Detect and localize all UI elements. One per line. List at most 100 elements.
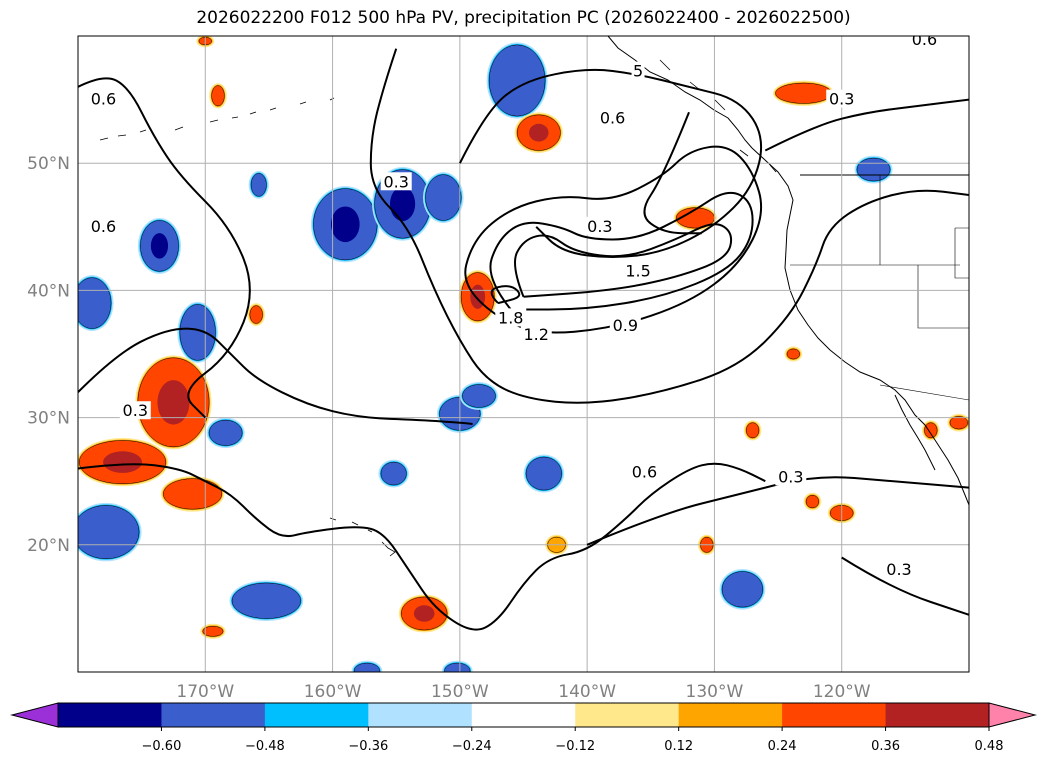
contour-label-bg (628, 462, 660, 481)
colorbar-tick-label: 0.12 (664, 739, 693, 754)
lat-tick-label: 30°N (27, 409, 70, 429)
contour-label-bg (380, 172, 412, 191)
pv-contour-1_5 (514, 223, 733, 298)
contour-label-bg (775, 467, 807, 486)
lon-tick-label: 140°W (558, 682, 616, 702)
contour-label: 1.8 (498, 308, 523, 327)
contour-label: 0.6 (912, 30, 937, 49)
colorbar-frame (57, 702, 990, 728)
contour-label-bg (87, 216, 119, 235)
precip-area (924, 422, 938, 439)
map-plot-area[interactable]: 0.6 0.6 0.3 0.3 0.6 0.3 1.5 0.9 1.81.2 0.3 0.6 0.3 0… (70, 30, 970, 681)
precip-area (250, 173, 267, 197)
colorbar-segment (264, 703, 369, 727)
precip-area (78, 277, 112, 329)
coastline-layer (99, 36, 969, 557)
precip-area (949, 416, 968, 430)
contour-label: 0.3 (886, 560, 911, 579)
precip-area (231, 582, 301, 619)
precip-area (746, 422, 760, 439)
colorbar-tick-label: −0.24 (452, 739, 492, 754)
precip-area (775, 82, 832, 104)
contour-label-bg (622, 261, 654, 280)
precip-area (805, 494, 820, 509)
pv-contour-0_3 (841, 556, 969, 616)
colorbar-segment (368, 703, 473, 727)
precip-area (208, 419, 243, 446)
precip-area (525, 456, 562, 491)
pv-contour-0_3 (369, 48, 969, 404)
precipitation-layer (78, 36, 969, 672)
contour-label-bg (597, 108, 629, 127)
precip-area (249, 305, 263, 324)
contour-label-bg (631, 61, 645, 80)
pv-contour-0_6 (643, 111, 702, 235)
precip-area (380, 461, 407, 486)
precip-core (157, 380, 190, 425)
lon-tick-label: 170°W (176, 682, 234, 702)
lon-tick-label: 120°W (813, 682, 871, 702)
lat-tick-label: 50°N (27, 154, 70, 174)
colorbar-segment (471, 703, 576, 727)
contour-label: 0.3 (778, 467, 803, 486)
colorbar-tick-labels: −0.60 −0.48 −0.36 −0.24 −0.12 0.12 0.24 0.36 0.4… (142, 727, 1004, 754)
map-title: 2026022200 F012 500 hPa PV, precipitatio… (196, 8, 851, 28)
lon-tick-label: 160°W (304, 682, 362, 702)
lat-tick-label: 20°N (27, 536, 70, 556)
precip-area (179, 304, 216, 361)
pv-contour-labels: 0.6 0.6 0.3 0.3 0.6 0.3 1.5 0.9 1.81.2 0.3 0.6 0.3 0… (87, 30, 940, 579)
precip-core (330, 206, 360, 243)
longitude-tick-labels: 170°W 160°W 150°W 140°W 130°W 120°W (176, 682, 870, 702)
pv-contour-1_2 (489, 191, 754, 311)
contour-label: 0.6 (91, 217, 116, 236)
contour-label-bg (826, 89, 858, 108)
pv-contour-0_9 (464, 145, 763, 334)
precip-area (353, 662, 380, 672)
colorbar-extend-high (988, 702, 1037, 728)
pv-contours (78, 48, 969, 631)
contour-label-bg (908, 36, 940, 48)
pv-contour-0_6 (459, 68, 763, 258)
contour-label: 0.3 (829, 90, 854, 109)
pv-contour-0_6 (78, 462, 766, 631)
pv-contour-0_3 (764, 98, 969, 152)
contour-label: 1.2 (524, 325, 549, 344)
aleutian-islands (99, 97, 335, 141)
precip-area (202, 625, 224, 637)
colorbar-tick-label: −0.48 (245, 739, 285, 754)
contour-label-bg (584, 216, 616, 235)
contour-label: 1.5 (625, 261, 650, 280)
precip-area (425, 174, 462, 221)
contour-label-bg (495, 308, 527, 327)
latitude-tick-labels: 50°N 40°N 30°N 20°N (27, 154, 70, 556)
contour-label-bg (609, 316, 641, 335)
colorbar-tick-label: 0.48 (975, 739, 1004, 754)
colorbar-segment (161, 703, 266, 727)
border-box-ne (954, 227, 969, 279)
contour-label: 0.6 (91, 90, 116, 109)
contour-label-bg (119, 401, 151, 420)
lon-tick-label: 150°W (431, 682, 489, 702)
precip-core (389, 186, 416, 222)
contour-label-bg (87, 89, 119, 108)
colorbar-segment (58, 703, 162, 727)
pv-contour-0_6 (78, 77, 251, 419)
colorbar-segment (782, 703, 887, 727)
contour-label: 0.6 (632, 462, 657, 481)
colorbar-tick-label: −0.12 (555, 739, 595, 754)
precip-area (462, 384, 496, 408)
colorbar-tick-label: −0.60 (142, 739, 182, 754)
precip-area (488, 44, 546, 117)
border-states-3 (917, 265, 969, 329)
border-us-mexico (879, 384, 969, 401)
coastline-north-america (607, 36, 969, 506)
precip-core (529, 123, 549, 142)
precip-area (78, 505, 140, 560)
contour-label: 0.3 (123, 401, 148, 420)
gridlines (78, 36, 969, 672)
precip-area (444, 662, 471, 672)
colorbar-segment (575, 703, 680, 727)
pv-contour-0_3 (78, 327, 473, 425)
colorbar-segment (885, 703, 990, 727)
contour-label: 0.6 (600, 109, 625, 128)
